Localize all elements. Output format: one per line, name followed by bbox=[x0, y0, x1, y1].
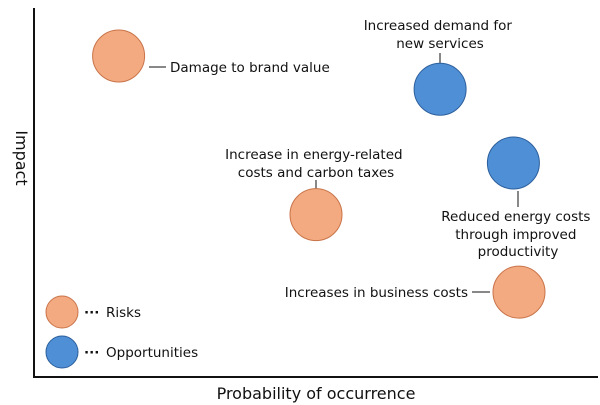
y-axis-title: Impact bbox=[12, 130, 31, 185]
risk-bubble-1 bbox=[289, 188, 343, 242]
legend-marker-risks bbox=[45, 295, 79, 329]
legend-label-opportunities: Opportunities bbox=[106, 345, 198, 361]
legend-dots: ··· bbox=[84, 345, 99, 361]
legend-label-risks: Risks bbox=[106, 305, 141, 321]
legend-marker-opportunities bbox=[45, 335, 79, 369]
legend: ··· Risks ··· Opportunities bbox=[45, 295, 198, 369]
point-label: Increase in energy-related costs and car… bbox=[225, 147, 407, 181]
opportunity-bubble-0 bbox=[413, 62, 467, 116]
x-axis-title: Probability of occurrence bbox=[217, 384, 416, 403]
risk-bubble-0 bbox=[92, 29, 146, 83]
point-label: Damage to brand value bbox=[170, 60, 330, 76]
point-label: Increases in business costs bbox=[285, 285, 468, 301]
point-label: Increased demand for new services bbox=[364, 18, 517, 52]
risk-bubble-2 bbox=[492, 265, 546, 319]
legend-dots: ··· bbox=[84, 305, 99, 321]
opportunity-bubble-1 bbox=[486, 136, 540, 190]
point-label: Reduced energy costs through improved pr… bbox=[441, 209, 594, 260]
